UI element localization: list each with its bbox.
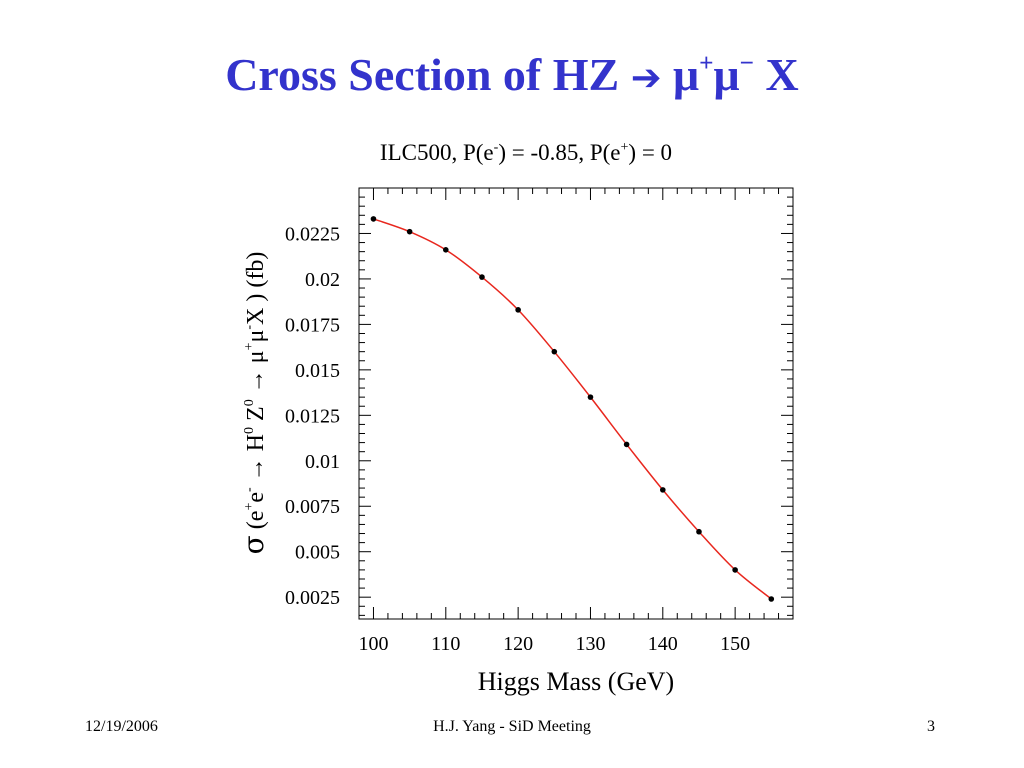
data-point <box>660 487 666 493</box>
footer-page-number: 3 <box>927 718 935 735</box>
x-tick-label: 110 <box>431 633 460 655</box>
y-tick-label: 0.0075 <box>285 496 340 518</box>
y-tick-label: 0.005 <box>295 542 340 564</box>
y-tick-label: 0.0225 <box>285 223 340 245</box>
data-point <box>479 274 485 280</box>
data-point <box>696 528 702 535</box>
data-point <box>370 216 377 222</box>
y-tick-label: 0.0175 <box>285 314 340 336</box>
data-point <box>515 307 521 313</box>
x-tick-label: 100 <box>358 633 388 655</box>
footer-date: 12/19/2006 <box>85 718 158 735</box>
x-tick-label: 130 <box>575 633 605 655</box>
data-point <box>406 228 413 235</box>
chart-title: ILC500, P(e-) = -0.85, P(e+) = 0 <box>380 140 672 165</box>
series-points <box>370 216 775 602</box>
series-curve <box>373 218 772 600</box>
title-main-text: Cross Section of HZ <box>225 49 631 100</box>
y-axis-label: σ (e+e- → H0 Z0 → μ+μ-X ) (fb) <box>237 252 270 555</box>
data-point <box>587 394 594 400</box>
data-point <box>551 348 558 355</box>
data-point <box>623 441 630 448</box>
title-mu-2: μ <box>713 49 740 100</box>
data-point <box>732 567 738 573</box>
x-tick-label: 120 <box>503 633 533 655</box>
title-mu-1: μ <box>661 49 700 100</box>
y-tick-labels: 0.0025 0.005 0.0075 0.01 0.0125 0.015 0.0175 0.… <box>285 223 340 609</box>
title-sup-plus: + <box>699 49 714 78</box>
y-tick-label: 0.015 <box>295 360 340 382</box>
y-tick-label: 0.0025 <box>285 587 340 609</box>
slide-title: Cross Section of HZ ➔ μ+μ− X <box>0 48 1024 101</box>
data-point <box>443 247 449 253</box>
axis-ticks <box>358 188 794 619</box>
y-tick-label: 0.0125 <box>285 405 340 427</box>
right-arrow-icon: ➔ <box>630 56 662 99</box>
y-tick-label: 0.02 <box>305 269 340 291</box>
x-tick-label: 150 <box>720 633 750 655</box>
x-tick-labels: 100 110 120 130 140 150 <box>358 633 750 655</box>
data-point <box>768 596 775 602</box>
plot-frame <box>358 187 794 620</box>
x-tick-label: 140 <box>648 633 678 655</box>
title-tail-text: X <box>754 49 799 100</box>
x-axis-label: Higgs Mass (GeV) <box>478 667 674 696</box>
y-tick-label: 0.01 <box>305 451 340 473</box>
title-sup-minus: − <box>739 49 755 78</box>
footer-presenter: H.J. Yang - SiD Meeting <box>433 718 591 735</box>
